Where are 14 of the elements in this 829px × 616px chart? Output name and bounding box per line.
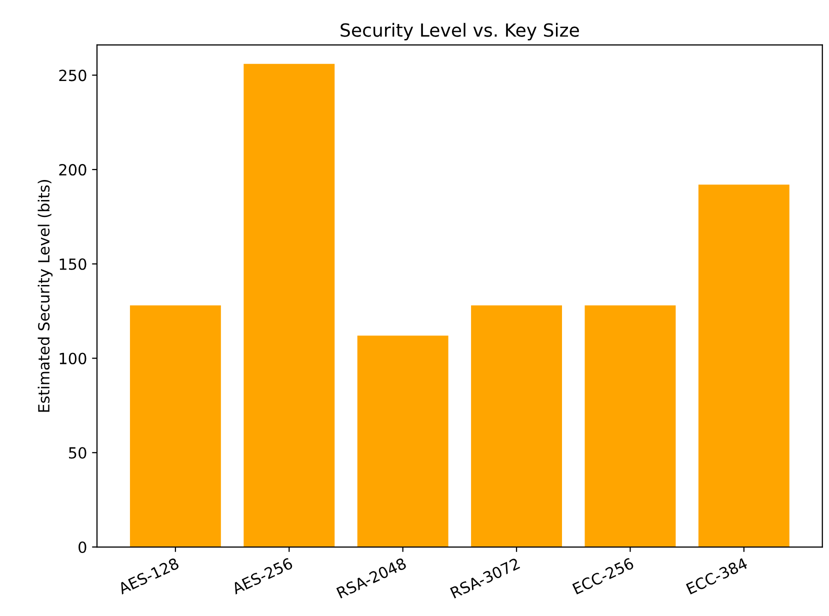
- y-tick-label: 0: [78, 541, 86, 554]
- bar: [130, 305, 221, 548]
- y-axis-title: Estimated Security Level (bits): [38, 180, 53, 412]
- bar: [357, 336, 448, 548]
- bar: [471, 305, 562, 548]
- y-tick-label: 50: [69, 447, 86, 459]
- y-tick-label: 200: [59, 164, 86, 176]
- bar: [584, 305, 676, 548]
- bar: [244, 64, 335, 548]
- bar: [698, 184, 790, 548]
- y-tick-label: 150: [60, 258, 86, 270]
- y-tick-label: 100: [60, 352, 86, 364]
- chart-title: Security Level vs. Key Size: [340, 22, 579, 40]
- y-tick-label: 250: [59, 70, 86, 82]
